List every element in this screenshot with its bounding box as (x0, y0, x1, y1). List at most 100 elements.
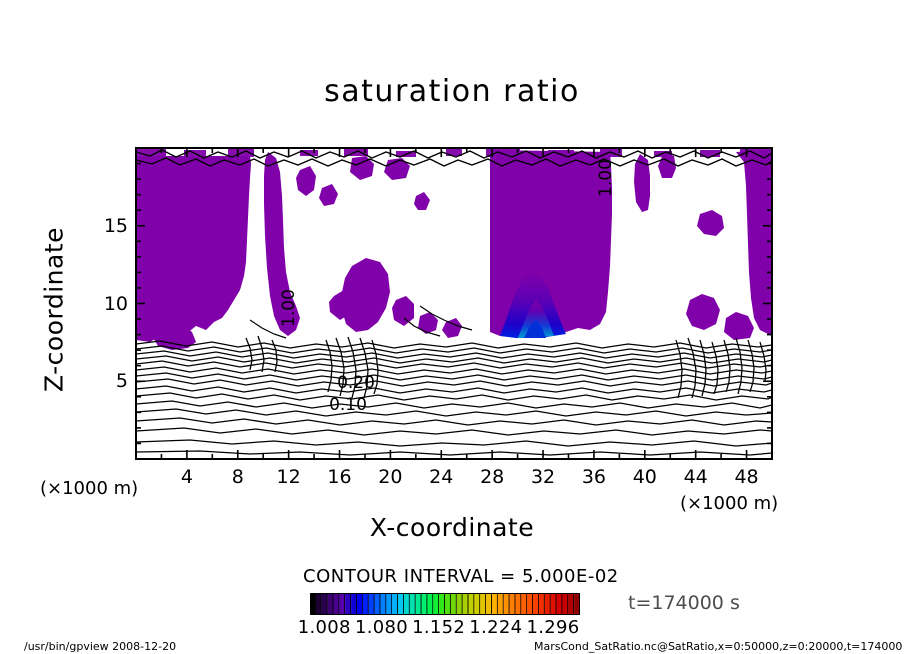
colorbar-cell (392, 593, 399, 615)
colorbar-cell (527, 593, 534, 615)
colorbar-cell (509, 593, 516, 615)
colorbar-separator (397, 593, 399, 615)
x-tick-8: 8 (231, 466, 244, 488)
colorbar-cell (321, 593, 328, 615)
y-axis-title: Z-coordinate (39, 226, 69, 393)
colorbar-separator (461, 593, 463, 615)
colorbar-separator (555, 593, 557, 615)
colorbar-separator (350, 593, 352, 615)
colorbar-cell (374, 593, 381, 615)
colorbar-cell (310, 593, 316, 615)
x-axis-title: X-coordinate (369, 513, 535, 542)
colorbar-swatches (310, 593, 580, 615)
colorbar-separator (508, 593, 510, 615)
colorbar-cell (491, 593, 498, 615)
colorbar-cell (433, 593, 440, 615)
x-tick-36: 36 (581, 466, 606, 488)
colorbar-cell (556, 593, 563, 615)
plot-frame (135, 147, 773, 460)
x-tick-20: 20 (378, 466, 403, 488)
x-tick-16: 16 (327, 466, 352, 488)
colorbar-separator (491, 593, 492, 615)
colorbar-cell (427, 593, 434, 615)
x-axis-unit-left: (×1000 m) (40, 478, 139, 499)
time-label: t=174000 s (628, 592, 740, 614)
colorbar-separator (320, 593, 322, 615)
y-tick-15: 15 (103, 214, 128, 237)
colorbar-separator (373, 593, 375, 615)
footer-dataset-spec: MarsCond_SatRatio.nc@SatRatio,x=0:50000,… (534, 640, 903, 653)
colorbar-cell (333, 593, 340, 615)
colorbar-cell (497, 593, 504, 615)
x-tick-48: 48 (734, 466, 759, 488)
colorbar-cell (474, 593, 481, 615)
footer-command: /usr/bin/gpview 2008-12-20 (24, 640, 177, 653)
upper-contour-lines (136, 149, 772, 167)
colorbar-separator (344, 593, 346, 615)
colorbar-separator (361, 593, 363, 615)
colorbar-separator (426, 593, 428, 615)
colorbar-separator (561, 593, 563, 615)
colorbar-cell (315, 593, 322, 615)
colorbar-cell (403, 593, 410, 615)
colorbar-cell (351, 593, 357, 615)
colorbar-cell (327, 593, 334, 615)
x-tick-24: 24 (429, 466, 454, 488)
colorbar-cell (480, 593, 487, 615)
colorbar-separator (385, 593, 387, 615)
colorbar-separator (473, 593, 475, 615)
page-title: saturation ratio (324, 74, 580, 109)
svg-text:0.10: 0.10 (329, 395, 367, 415)
colorbar-separator (326, 593, 328, 615)
svg-text:1.00: 1.00 (596, 159, 616, 197)
colorbar-cell (386, 593, 393, 615)
x-tick-12: 12 (276, 466, 301, 488)
colorbar-tick-label: 1.008 (297, 617, 351, 638)
colorbar-cell (515, 593, 522, 615)
svg-text:0.20: 0.20 (337, 373, 375, 393)
colorbar (310, 593, 580, 615)
colorbar-cell (368, 593, 375, 615)
x-tick-28: 28 (480, 466, 505, 488)
colorbar-cell (439, 593, 445, 615)
svg-text:1.00: 1.00 (279, 289, 299, 327)
colorbar-separator (438, 593, 440, 615)
colorbar-separator (403, 593, 404, 615)
colorbar-cell (362, 593, 369, 615)
colorbar-separator (332, 593, 334, 615)
colorbar-cell (533, 593, 539, 615)
colorbar-separator (479, 593, 481, 615)
right-plume-contours (675, 337, 767, 399)
colorbar-cell (456, 593, 463, 615)
colorbar-tick-label: 1.080 (354, 617, 408, 638)
colorbar-separator (573, 593, 575, 615)
colorbar-separator (338, 593, 340, 615)
colorbar-separator (444, 593, 445, 615)
colorbar-tick-label: 1.296 (526, 617, 580, 638)
colorbar-separator (532, 593, 534, 615)
colorbar-cell (538, 593, 545, 615)
colorbar-cell (398, 593, 404, 615)
colorbar-separator (449, 593, 451, 615)
colorbar-tick-label: 1.224 (469, 617, 523, 638)
plume-filament-contours (245, 335, 379, 399)
colorbar-separator (485, 593, 487, 615)
colorbar-cell (450, 593, 457, 615)
colorbar-separator (314, 593, 316, 615)
colorbar-cell (445, 593, 451, 615)
colorbar-cell (380, 593, 387, 615)
midfield-contours (249, 305, 473, 339)
saturated-region-fill (136, 150, 772, 350)
colorbar-cell (486, 593, 492, 615)
colorbar-cell (421, 593, 428, 615)
colorbar-separator (420, 593, 422, 615)
colorbar-cell (339, 593, 346, 615)
x-tick-40: 40 (632, 466, 657, 488)
colorbar-cell (521, 593, 528, 615)
colorbar-separator (514, 593, 516, 615)
boundary-layer-contours (136, 340, 772, 456)
colorbar-separator (496, 593, 498, 615)
colorbar-separator (391, 593, 393, 615)
colorbar-separator (408, 593, 410, 615)
